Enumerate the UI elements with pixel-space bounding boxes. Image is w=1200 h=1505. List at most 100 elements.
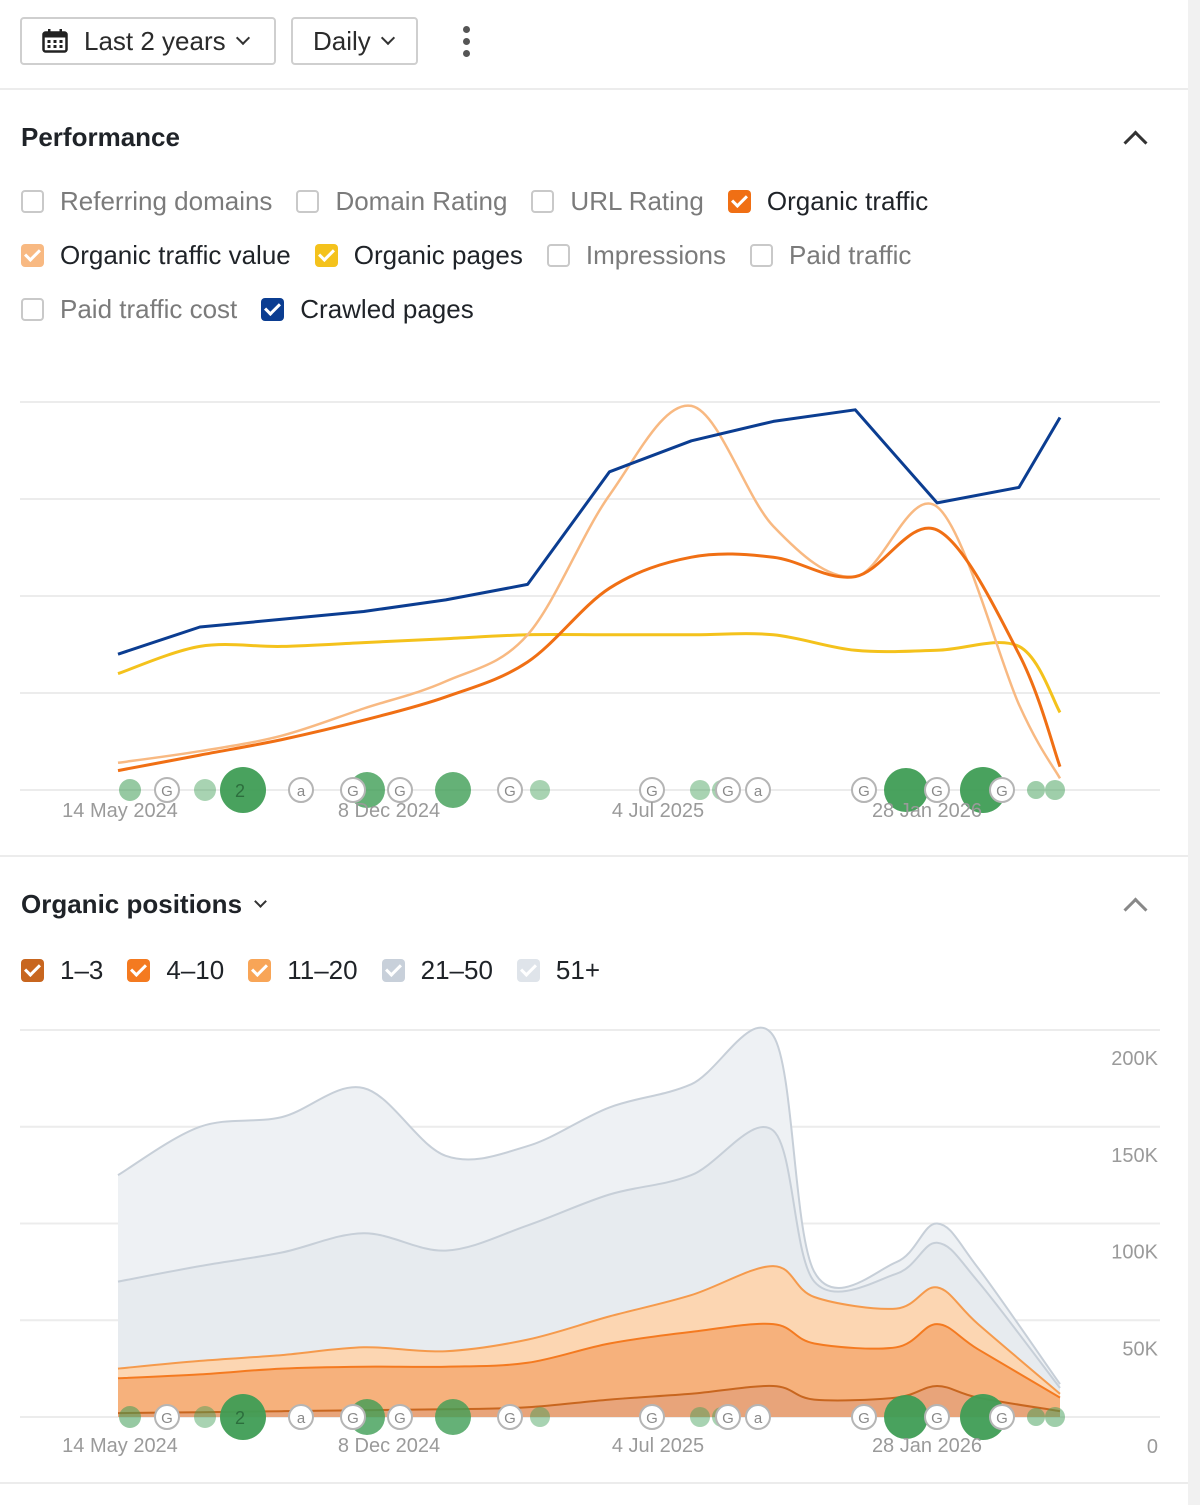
event-dot[interactable]	[119, 1406, 141, 1428]
google-update-icon[interactable]	[715, 777, 741, 803]
x-tick-label: 4 Jul 2025	[612, 1435, 704, 1457]
event-dot[interactable]	[1045, 780, 1065, 800]
series-line-organic-pages[interactable]	[117, 632, 1062, 714]
annotation-icon[interactable]	[288, 1404, 314, 1430]
bucket-checkbox-21-50[interactable]: 21–50	[381, 955, 493, 986]
event-dot[interactable]	[220, 1394, 266, 1440]
area-outline-1-3	[117, 1384, 1061, 1415]
google-update-icon[interactable]	[497, 777, 523, 803]
metric-row-1: Referring domains Domain Rating URL Rati…	[21, 186, 952, 217]
google-update-icon[interactable]	[497, 1404, 523, 1430]
google-update-icon[interactable]	[340, 1404, 366, 1430]
google-update-icon[interactable]	[851, 1404, 877, 1430]
annotation-icon[interactable]	[745, 777, 771, 803]
metric-checkbox-organic-traffic[interactable]: Organic traffic	[727, 186, 928, 217]
bucket-checkbox-1-3[interactable]: 1–3	[21, 955, 103, 986]
google-update-icon[interactable]	[154, 1404, 180, 1430]
series-line-crawled-pages[interactable]	[117, 408, 1062, 656]
event-dot[interactable]	[960, 767, 1006, 813]
y-tick-label: 50K	[1122, 1338, 1158, 1360]
section-title: Organic positions	[21, 889, 243, 919]
organic-positions-dropdown[interactable]: Organic positions	[21, 889, 267, 920]
series-line-organic-traffic[interactable]	[117, 526, 1062, 773]
annotation-icon[interactable]	[745, 1404, 771, 1430]
metric-checkbox-paid-traffic-cost[interactable]: Paid traffic cost	[21, 294, 237, 325]
metric-checkbox-paid-traffic[interactable]: Paid traffic	[750, 240, 911, 271]
collapse-chevron-up-icon[interactable]	[1123, 130, 1148, 155]
event-marker-label: G	[858, 783, 870, 800]
x-tick-label: 4 Jul 2025	[612, 800, 704, 822]
event-count-label: 2	[235, 781, 245, 801]
google-update-icon[interactable]	[387, 777, 413, 803]
x-tick-label: 28 Jan 2026	[872, 800, 982, 822]
google-update-icon[interactable]	[340, 777, 366, 803]
area-outline-11-20	[117, 1265, 1061, 1395]
metric-checkbox-organic-pages[interactable]: Organic pages	[314, 240, 523, 271]
google-update-icon[interactable]	[154, 777, 180, 803]
interval-label: Daily	[313, 25, 371, 56]
event-dot[interactable]	[690, 1407, 710, 1427]
event-dot[interactable]	[1027, 781, 1045, 799]
checkbox-icon	[296, 190, 320, 213]
more-options-icon[interactable]	[460, 26, 474, 58]
metric-row-3: Paid traffic cost Crawled pages	[21, 294, 498, 325]
area-4-10[interactable]	[118, 1323, 1060, 1417]
google-update-icon[interactable]	[989, 1404, 1015, 1430]
event-dot[interactable]	[194, 779, 216, 801]
event-dot[interactable]	[530, 780, 550, 800]
area-1-3[interactable]	[118, 1385, 1060, 1417]
google-update-icon[interactable]	[639, 777, 665, 803]
checkbox-checked-icon	[248, 959, 272, 982]
annotation-icon[interactable]	[288, 777, 314, 803]
metric-checkbox-crawled-pages[interactable]: Crawled pages	[261, 294, 474, 325]
series-line-organic-traffic-value[interactable]	[117, 404, 1062, 780]
metric-checkbox-referring-domains[interactable]: Referring domains	[21, 186, 272, 217]
event-dot[interactable]	[194, 1406, 216, 1428]
event-dot[interactable]	[435, 772, 471, 808]
event-dot[interactable]	[884, 1395, 928, 1439]
google-update-icon[interactable]	[924, 777, 950, 803]
metric-checkbox-impressions[interactable]: Impressions	[546, 240, 726, 271]
google-update-icon[interactable]	[924, 1404, 950, 1430]
collapse-chevron-up-icon[interactable]	[1123, 897, 1148, 922]
x-tick-label: 28 Jan 2026	[872, 1435, 982, 1457]
metric-checkbox-domain-rating[interactable]: Domain Rating	[296, 186, 507, 217]
event-dot[interactable]	[220, 767, 266, 813]
event-dot[interactable]	[1045, 1407, 1065, 1427]
interval-dropdown[interactable]: Daily	[291, 17, 418, 65]
event-dot[interactable]	[960, 1394, 1006, 1440]
event-dot[interactable]	[119, 779, 141, 801]
google-update-icon[interactable]	[639, 1404, 665, 1430]
google-update-icon[interactable]	[387, 1404, 413, 1430]
metric-checkbox-url-rating[interactable]: URL Rating	[531, 186, 704, 217]
date-range-label: Last 2 years	[84, 25, 226, 56]
y-tick-label: 0	[1147, 1436, 1158, 1458]
event-marker-label: G	[394, 783, 406, 800]
event-marker-label: G	[858, 1410, 870, 1427]
scrollbar[interactable]	[1188, 0, 1200, 1505]
event-dot[interactable]	[435, 1399, 471, 1435]
event-marker-label: a	[754, 783, 763, 800]
metric-checkbox-organic-traffic-value[interactable]: Organic traffic value	[21, 240, 291, 271]
event-dot[interactable]	[690, 780, 710, 800]
event-dot[interactable]	[530, 1407, 550, 1427]
event-marker-label: G	[722, 1410, 734, 1427]
google-update-icon[interactable]	[851, 777, 877, 803]
checkbox-checked-icon	[21, 244, 44, 267]
event-dot[interactable]	[1027, 1408, 1045, 1426]
event-marker-label: G	[931, 1410, 943, 1427]
event-marker-label: G	[504, 1410, 516, 1427]
organic-positions-section: Organic positions 1–3 4–10 11–20 21–50 5…	[0, 857, 1188, 1484]
checkbox-checked-icon	[314, 244, 338, 267]
event-dot[interactable]	[884, 768, 928, 812]
google-update-icon[interactable]	[989, 777, 1015, 803]
date-range-dropdown[interactable]: Last 2 years	[20, 17, 276, 65]
bucket-checkbox-51-plus[interactable]: 51+	[516, 955, 600, 986]
bucket-checkbox-4-10[interactable]: 4–10	[127, 955, 224, 986]
bucket-checkbox-11-20[interactable]: 11–20	[248, 955, 358, 986]
google-update-icon[interactable]	[715, 1404, 741, 1430]
